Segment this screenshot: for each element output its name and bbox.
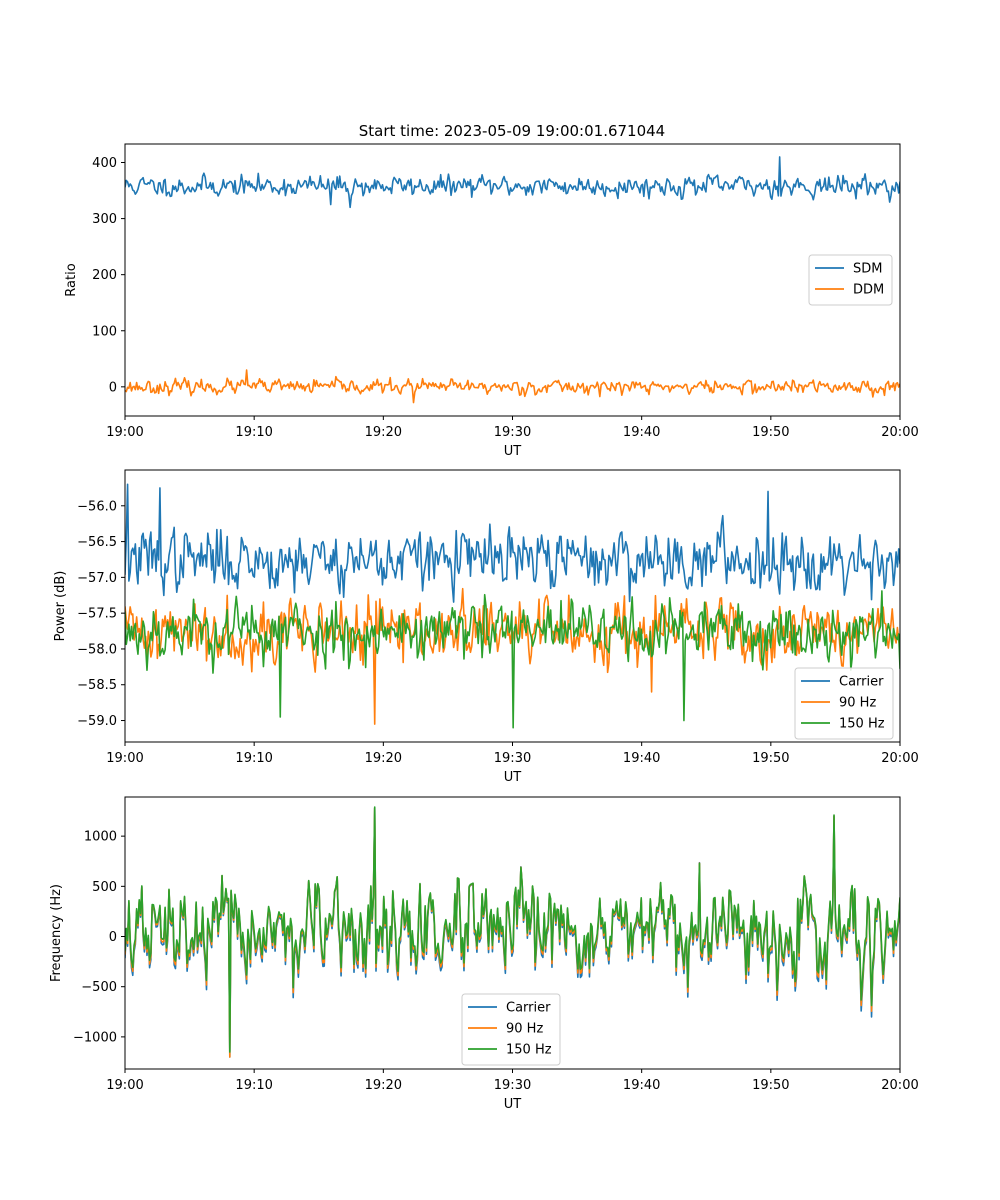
y-tick-label: −58.0 [77, 642, 117, 657]
legend-label: Carrier [839, 675, 884, 690]
y-tick-label: −58.5 [77, 678, 117, 693]
y-tick-label: 200 [92, 268, 117, 283]
x-axis-label: UT [504, 1097, 522, 1112]
legend-label: 150 Hz [506, 1043, 552, 1058]
y-tick-label: 300 [92, 212, 117, 227]
x-tick-label: 19:30 [494, 425, 531, 440]
x-tick-label: 19:50 [752, 751, 789, 766]
legend-label: SDM [853, 262, 882, 277]
x-tick-label: 19:50 [752, 425, 789, 440]
x-tick-label: 19:40 [623, 425, 660, 440]
series-line-sdm [125, 156, 900, 209]
x-tick-label: 20:00 [881, 751, 918, 766]
legend: Carrier 90 Hz 150 Hz [794, 667, 894, 740]
series-line-150-hz [125, 806, 900, 1053]
y-tick-label: −56.5 [77, 535, 117, 550]
x-axis-label: UT [504, 770, 522, 785]
y-tick-label: −1000 [73, 1030, 117, 1045]
legend-label: 150 Hz [839, 717, 885, 732]
x-tick-label: 19:10 [235, 425, 272, 440]
legend-label: Carrier [506, 1001, 551, 1016]
legend: Carrier 90 Hz 150 Hz [461, 993, 561, 1066]
figure-title: Start time: 2023-05-09 19:00:01.671044 [359, 122, 665, 140]
x-tick-label: 19:50 [752, 1078, 789, 1093]
y-tick-label: 1000 [84, 830, 117, 845]
x-tick-label: 20:00 [881, 1078, 918, 1093]
x-tick-label: 19:00 [106, 1078, 143, 1093]
x-tick-label: 19:20 [365, 751, 402, 766]
x-tick-label: 19:30 [494, 1078, 531, 1093]
y-tick-label: −56.0 [77, 499, 117, 514]
x-tick-label: 19:20 [365, 1078, 402, 1093]
legend-box [461, 993, 561, 1066]
x-tick-label: 19:40 [623, 751, 660, 766]
y-tick-label: −59.0 [77, 714, 117, 729]
y-tick-label: 400 [92, 156, 117, 171]
x-tick-label: 19:30 [494, 751, 531, 766]
y-tick-label: 500 [92, 880, 117, 895]
x-tick-label: 19:40 [623, 1078, 660, 1093]
x-tick-label: 20:00 [881, 425, 918, 440]
x-tick-label: 19:00 [106, 751, 143, 766]
y-tick-label: 0 [109, 930, 117, 945]
y-tick-label: 0 [109, 380, 117, 395]
y-tick-label: −57.5 [77, 607, 117, 622]
legend: SDM DDM [808, 254, 893, 306]
x-tick-label: 19:10 [235, 1078, 272, 1093]
y-tick-label: 100 [92, 324, 117, 339]
y-axis-label: Frequency (Hz) [49, 884, 64, 982]
legend-label: DDM [853, 283, 884, 298]
x-tick-label: 19:20 [365, 425, 402, 440]
ratio-chart: 19:00 19:10 19:20 19:30 19:40 19:50 20:00 0 100 2… [64, 143, 919, 459]
x-axis-label: UT [504, 444, 522, 459]
y-tick-label: −500 [81, 980, 117, 995]
y-axis-label: Ratio [64, 263, 79, 296]
x-tick-label: 19:10 [235, 751, 272, 766]
frequency-chart: 19:00 19:10 19:20 19:30 19:40 19:50 20:00 −1000… [49, 796, 919, 1112]
legend-label: 90 Hz [506, 1022, 543, 1037]
y-axis-label: Power (dB) [53, 571, 68, 642]
y-tick-label: −57.0 [77, 571, 117, 586]
series-line-ddm [125, 369, 900, 404]
series-line-150-hz [125, 590, 900, 729]
series-line-carrier [125, 483, 900, 603]
x-tick-label: 19:00 [106, 425, 143, 440]
power-chart: 19:00 19:10 19:20 19:30 19:40 19:50 20:00 −59.0… [53, 469, 919, 785]
legend-box [794, 667, 894, 740]
legend-label: 90 Hz [839, 696, 876, 711]
